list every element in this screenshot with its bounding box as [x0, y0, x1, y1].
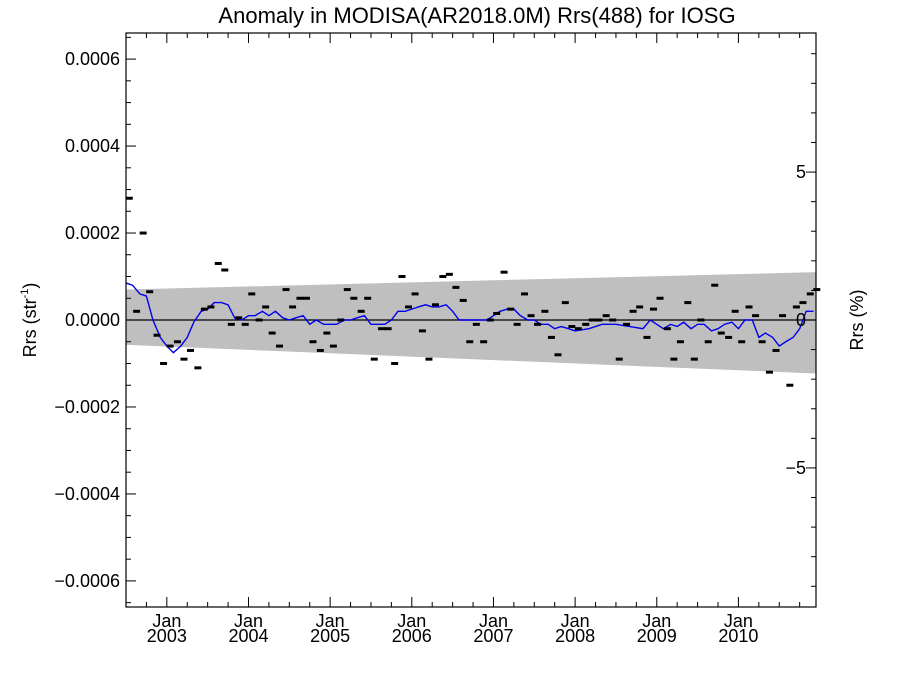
x-tick-year-label: 2004: [228, 626, 268, 646]
smoothed-series-line: [125, 282, 814, 354]
y2-axis-label: Rrs (%): [847, 290, 867, 351]
x-tick-month-label: Jan: [724, 611, 753, 631]
y-tick-label: 0.0006: [65, 49, 120, 69]
y-tick-label: −0.0002: [54, 397, 120, 417]
x-tick-year-label: 2003: [147, 626, 187, 646]
x-tick-month-label: Jan: [397, 611, 426, 631]
y-tick-label: 0.0002: [65, 223, 120, 243]
y-axis-label: Rrs (str-1): [19, 283, 40, 358]
y-tick-label: 0.0004: [65, 136, 120, 156]
axes-layer: −0.0006 −0.0004 −0.0002 0.0000 0.0002 0.0004 0…: [54, 32, 817, 646]
y2-tick-label: −5: [785, 458, 806, 478]
y2-tick-label: 0: [796, 310, 806, 330]
x-tick-year-label: 2006: [392, 626, 432, 646]
x-tick-month-label: Jan: [642, 611, 671, 631]
y-tick-label: 0.0000: [65, 310, 120, 330]
x-tick-year-label: 2008: [555, 626, 595, 646]
y-tick-label: −0.0004: [54, 484, 120, 504]
x-tick-month-label: Jan: [479, 611, 508, 631]
x-tick-month-label: Jan: [234, 611, 263, 631]
plot-layer: [125, 196, 821, 387]
svg-text:Rrs (str-1): Rrs (str-1): [19, 283, 40, 358]
x-tick-month-label: Jan: [316, 611, 345, 631]
x-tick-year-label: 2005: [310, 626, 350, 646]
y-axis-label-superscript: -1: [19, 289, 31, 299]
y-axis-label-close: ): [20, 283, 40, 289]
chart-title: Anomaly in MODISA(AR2018.0M) Rrs(488) fo…: [218, 3, 735, 28]
x-tick-year-label: 2010: [718, 626, 758, 646]
x-tick-month-label: Jan: [561, 611, 590, 631]
x-tick-year-label: 2009: [637, 626, 677, 646]
y-axis-label-text: Rrs (str: [20, 298, 40, 357]
y2-axis-label-text: Rrs (%): [847, 290, 867, 351]
confidence-band: [126, 272, 816, 374]
x-tick-year-label: 2007: [473, 626, 513, 646]
x-tick-month-label: Jan: [152, 611, 181, 631]
y2-tick-label: 5: [796, 162, 806, 182]
y-tick-label: −0.0006: [54, 571, 120, 591]
